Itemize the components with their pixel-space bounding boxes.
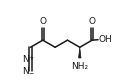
- Text: OH: OH: [99, 35, 112, 44]
- Text: +: +: [28, 55, 33, 60]
- Polygon shape: [79, 47, 81, 58]
- Text: O: O: [39, 17, 46, 26]
- Text: N: N: [22, 67, 29, 76]
- Text: N: N: [22, 55, 29, 64]
- Text: NH₂: NH₂: [71, 62, 88, 71]
- Text: −: −: [28, 71, 33, 76]
- Text: O: O: [89, 17, 96, 26]
